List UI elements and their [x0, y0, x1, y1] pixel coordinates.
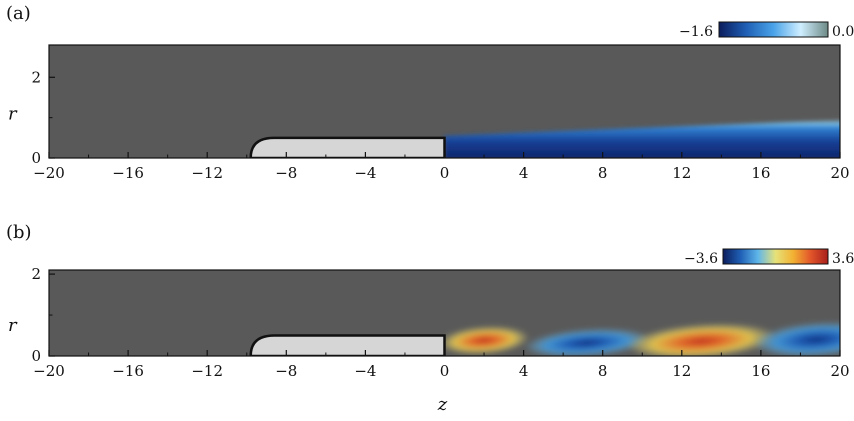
y-axis-b: 02	[31, 265, 55, 365]
colorbar-a-max-label: 0.03	[832, 24, 854, 40]
y-axis-label-a: r	[8, 104, 18, 125]
wave-lobe	[438, 326, 530, 355]
field-b	[438, 321, 840, 356]
panel-b-label: (b)	[6, 222, 32, 243]
colorbar-b: −3.6 3.6	[684, 248, 854, 267]
x-axis-label-b: z	[437, 394, 448, 415]
x-tick-label: −4	[354, 362, 376, 380]
x-axis-b: −20 −16 −12 −8 −4 0 4 8 12 16 20	[33, 350, 850, 380]
colorbar-a-min-label: −1.6	[679, 24, 713, 40]
field-a	[444, 120, 840, 158]
y-tick-label: 2	[31, 68, 41, 86]
x-tick-label: 0	[440, 164, 450, 182]
x-tick-label: −16	[112, 362, 144, 380]
y-tick-label: 0	[31, 347, 41, 365]
wave-lobe	[753, 321, 840, 356]
x-tick-label: 8	[598, 362, 608, 380]
x-axis-a: −20 −16 −12 −8 −4 0 4 8 12 16 20	[33, 152, 850, 182]
panel-a-label: (a)	[6, 3, 31, 24]
plot-area-b	[49, 270, 840, 356]
wave-lobe	[626, 323, 777, 356]
y-axis-label-b: r	[8, 315, 18, 336]
x-tick-label: −4	[354, 164, 376, 182]
wave-lobe	[523, 328, 651, 356]
wake-region	[444, 120, 840, 158]
x-tick-label: 12	[672, 164, 691, 182]
x-tick-label: 16	[751, 164, 770, 182]
x-tick-label: 20	[830, 164, 849, 182]
x-tick-label: 4	[519, 362, 529, 380]
x-tick-label: −16	[112, 164, 144, 182]
colorbar-b-max-label: 3.6	[832, 251, 854, 267]
y-tick-label: 2	[31, 265, 41, 283]
x-tick-label: 12	[672, 362, 691, 380]
x-tick-label: 20	[830, 362, 849, 380]
x-tick-label: −12	[191, 362, 223, 380]
body-a	[249, 136, 446, 158]
y-axis-a: 02	[31, 68, 55, 167]
plot-area-a	[49, 45, 840, 158]
colorbar-b-bar	[722, 248, 829, 265]
y-tick-label: 0	[31, 149, 41, 167]
x-tick-label: −8	[275, 362, 297, 380]
x-tick-label: 16	[751, 362, 770, 380]
x-tick-label: −20	[33, 164, 65, 182]
colorbar-b-min-label: −3.6	[684, 251, 718, 267]
x-tick-label: −20	[33, 362, 65, 380]
body-b	[249, 334, 446, 356]
x-tick-label: 8	[598, 164, 608, 182]
x-tick-label: −8	[275, 164, 297, 182]
x-tick-label: −12	[191, 164, 223, 182]
colorbar-a: −1.6 0.03	[679, 21, 854, 40]
x-tick-label: 0	[440, 362, 450, 380]
panel-b: (b) −3.6 3.6 −20 −16 −12 −8 −4 0 4 8 12 16 20 02 r…	[6, 222, 854, 415]
x-tick-label: 4	[519, 164, 529, 182]
colorbar-a-bar	[718, 21, 829, 38]
